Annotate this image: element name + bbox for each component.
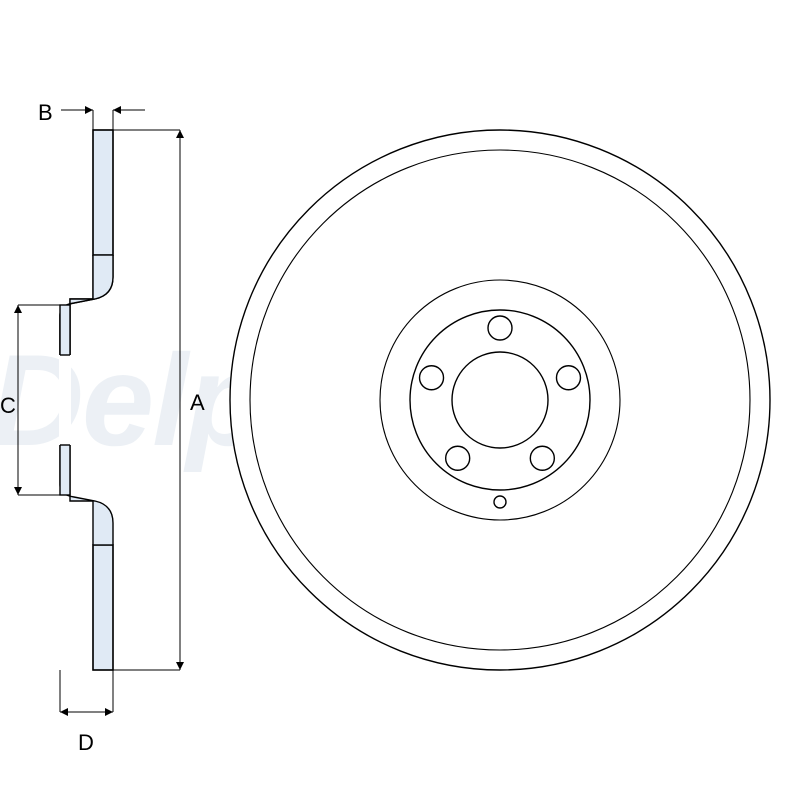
dimension-label-a: A — [190, 390, 205, 416]
technical-drawing — [0, 0, 800, 800]
side-view — [59, 130, 113, 670]
dimension-label-c: C — [0, 393, 16, 419]
dimension-label-b: B — [38, 100, 53, 126]
front-view — [230, 130, 770, 670]
dimension-label-d: D — [78, 730, 94, 756]
